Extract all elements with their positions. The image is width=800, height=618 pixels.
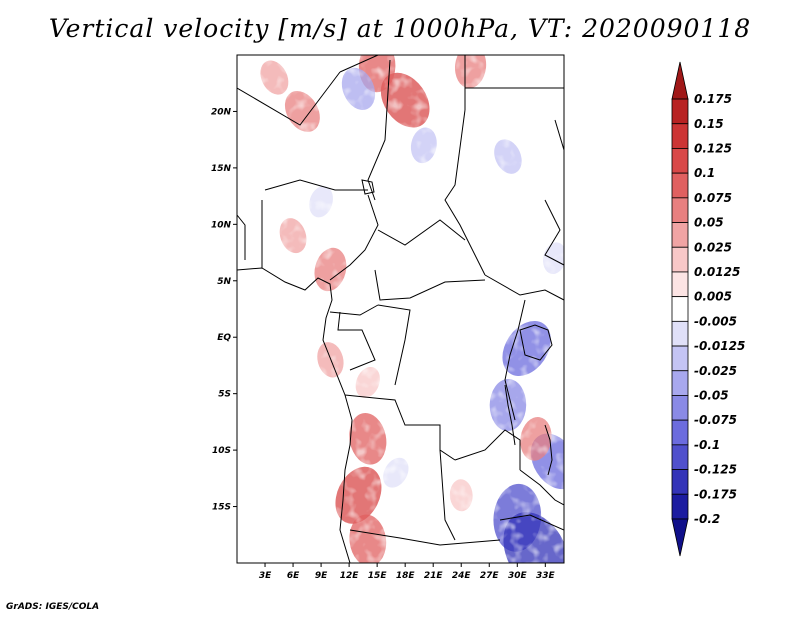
lake-chad: [361, 179, 375, 195]
lon-tick-label: 3E: [259, 571, 272, 581]
colorbar-cell: [671, 370, 689, 396]
lat-tick-label: 10N: [211, 220, 232, 230]
colorbar-cell: [671, 61, 689, 100]
border-angola-zambia: [439, 449, 456, 541]
border-mozambique: [519, 469, 564, 506]
colorbar-cell: [671, 493, 689, 520]
colorbar-label: 0.125: [694, 141, 732, 155]
border-drc-angola: [344, 394, 456, 461]
border-algeria-niger: [237, 71, 341, 126]
colorbar-label: 0.1: [694, 166, 715, 180]
colorbar-label: -0.005: [694, 314, 737, 328]
colorbar-label: -0.05: [694, 388, 729, 402]
colorbar-label: -0.025: [694, 364, 737, 378]
colorbar-cell: [671, 123, 689, 149]
colorbar-label: 0.15: [694, 117, 724, 131]
credit-text: GrADS: IGES/COLA: [6, 602, 100, 612]
lon-tick-label: 12E: [340, 571, 360, 581]
lon-tick-label: 33E: [536, 571, 556, 581]
colorbar-cell: [671, 246, 689, 273]
colorbar-label: 0.175: [694, 92, 732, 106]
lon-tick-label: 6E: [287, 571, 300, 581]
colorbar-cell: [671, 98, 689, 125]
border-car-north: [377, 219, 466, 246]
colorbar-cell: [671, 518, 689, 557]
border-south-sudan: [484, 274, 564, 301]
colorbar-cell: [671, 271, 689, 298]
lat-tick-label: 15N: [211, 164, 232, 174]
lat-tick-label: 10S: [212, 446, 231, 456]
colorbar-label: -0.175: [694, 487, 737, 501]
coastline-west: [237, 267, 353, 563]
lon-tick-label: 15E: [368, 571, 388, 581]
latitude-axis: 20N 15N 10N 5N EQ 5S 10S 15S: [211, 107, 237, 513]
border-namibia: [349, 529, 501, 546]
colorbar-label: -0.1: [694, 438, 720, 452]
border-chad-sudan: [444, 109, 486, 276]
lat-tick-label: 20N: [211, 107, 232, 117]
border-sudan-eritrea: [554, 119, 564, 151]
border-car-south: [374, 269, 486, 301]
lat-tick-label: 5S: [218, 390, 231, 400]
colorbar-cell: [671, 395, 689, 421]
border-libya-chad: [339, 55, 379, 73]
colorbar-label: 0.075: [694, 191, 732, 205]
colorbar-label: -0.2: [694, 512, 720, 526]
colorbar-cell: [671, 345, 689, 372]
lon-tick-label: 9E: [315, 571, 328, 581]
colorbar-cell: [671, 197, 689, 223]
lat-tick-label: 5N: [217, 277, 231, 287]
colorbar-label: 0.05: [694, 216, 724, 230]
border-zambia-drc: [454, 429, 521, 470]
lake-malawi: [544, 424, 553, 476]
map-title: Vertical velocity [m/s] at 1000hPa, VT: …: [48, 14, 752, 43]
lon-tick-label: 24E: [452, 571, 472, 581]
border-congo-drc: [377, 304, 411, 386]
border-ghana: [237, 214, 246, 260]
colorbar-cell: [671, 172, 689, 199]
lon-tick-label: 30E: [508, 571, 528, 581]
colorbar-cell: [671, 320, 689, 347]
colorbar: 0.175 0.15 0.125 0.1 0.075 0.05 0.025 0.0125 0.0…: [671, 61, 745, 557]
colorbar-cell: [671, 419, 689, 446]
lake-victoria: [519, 324, 553, 361]
longitude-axis: 3E 6E 9E 12E 15E 18E 21E 24E 27E 30E 33E: [259, 563, 556, 581]
border-uganda-kenya: [504, 299, 526, 421]
border-nigeria-cameroon: [329, 194, 379, 281]
lake-tanganyika: [504, 384, 516, 446]
colorbar-label: 0.005: [694, 290, 732, 304]
border-zimbabwe: [499, 514, 564, 531]
lon-tick-label: 18E: [396, 571, 416, 581]
colorbar-cell: [671, 444, 689, 470]
colorbar-cell: [671, 222, 689, 248]
border-nigeria-north: [264, 179, 368, 191]
lat-tick-label: EQ: [217, 333, 231, 343]
border-niger-chad: [367, 59, 391, 201]
colorbar-label: 0.025: [694, 240, 732, 254]
border-ethiopia: [544, 199, 564, 266]
colorbar-label: -0.0125: [694, 339, 745, 353]
colorbar-cell: [671, 296, 689, 322]
colorbar-cell: [671, 148, 689, 174]
colorbar-label: -0.075: [694, 413, 737, 427]
lon-tick-label: 21E: [424, 571, 444, 581]
colorbar-cell: [671, 469, 689, 495]
map-frame: [236, 54, 565, 564]
country-borders: [237, 55, 564, 563]
lon-tick-label: 27E: [480, 571, 500, 581]
border-gabon-congo: [337, 311, 376, 371]
lat-tick-label: 15S: [212, 503, 231, 513]
colorbar-label: 0.0125: [694, 265, 740, 279]
colorbar-label: -0.125: [694, 463, 737, 477]
